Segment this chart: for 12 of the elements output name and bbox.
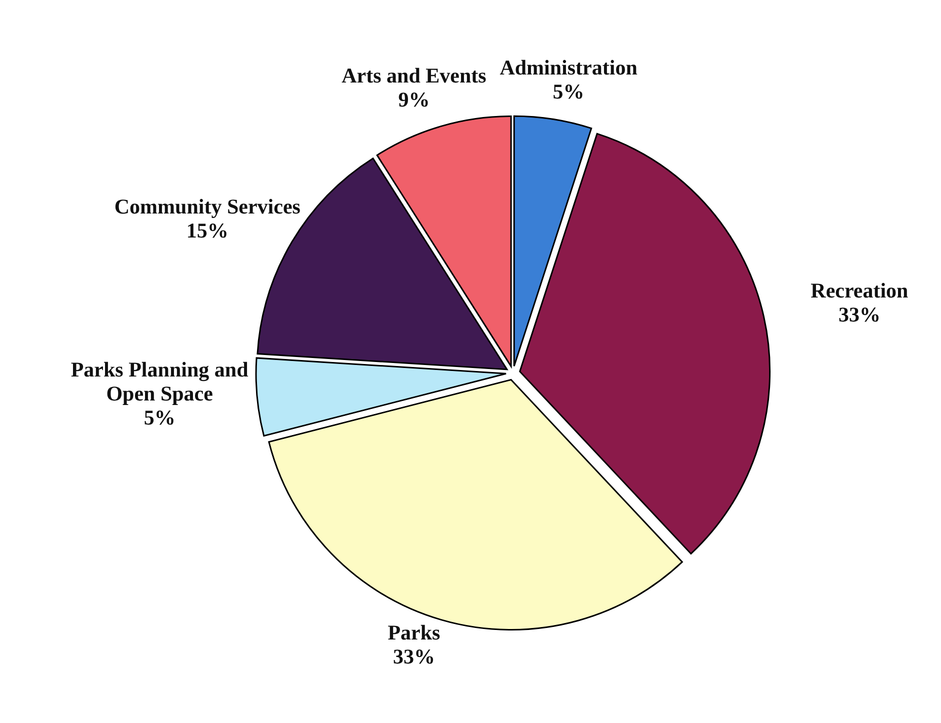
slice-label: Recreation [810,278,909,303]
data-label: 15% [186,218,228,242]
slice-label: Community Services [114,194,300,218]
data-label: 9% [398,88,430,112]
data-label: 33% [838,302,880,327]
slice-label: Administration [500,56,638,80]
slice-label: Parks [388,620,440,644]
slice-label: Parks Planning and Open Space [70,357,249,406]
data-label: 5% [552,80,584,104]
slice-label: Arts and Events [342,64,486,88]
data-label: 33% [392,644,435,668]
data-label: 5% [144,405,176,430]
